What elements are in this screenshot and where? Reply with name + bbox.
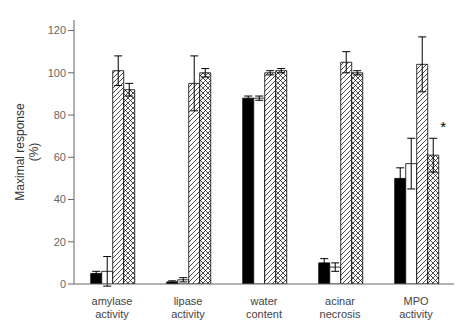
svg-text:acinarnecrosis: acinarnecrosis [320, 295, 361, 320]
svg-text:100: 100 [48, 67, 66, 79]
svg-text:watercontent: watercontent [246, 295, 282, 320]
svg-text:20: 20 [54, 236, 66, 248]
svg-text:0: 0 [60, 278, 66, 290]
svg-text:120: 120 [48, 24, 66, 36]
svg-text:amylaseactivity: amylaseactivity [92, 295, 133, 320]
svg-text:80: 80 [54, 109, 66, 121]
svg-text:lipaseactivity: lipaseactivity [171, 295, 205, 320]
svg-text:60: 60 [54, 151, 66, 163]
svg-text:40: 40 [54, 193, 66, 205]
svg-text:Maximal response(%): Maximal response(%) [13, 103, 41, 201]
svg-text:MPOactivity: MPOactivity [399, 295, 433, 320]
svg-text:*: * [440, 118, 446, 135]
